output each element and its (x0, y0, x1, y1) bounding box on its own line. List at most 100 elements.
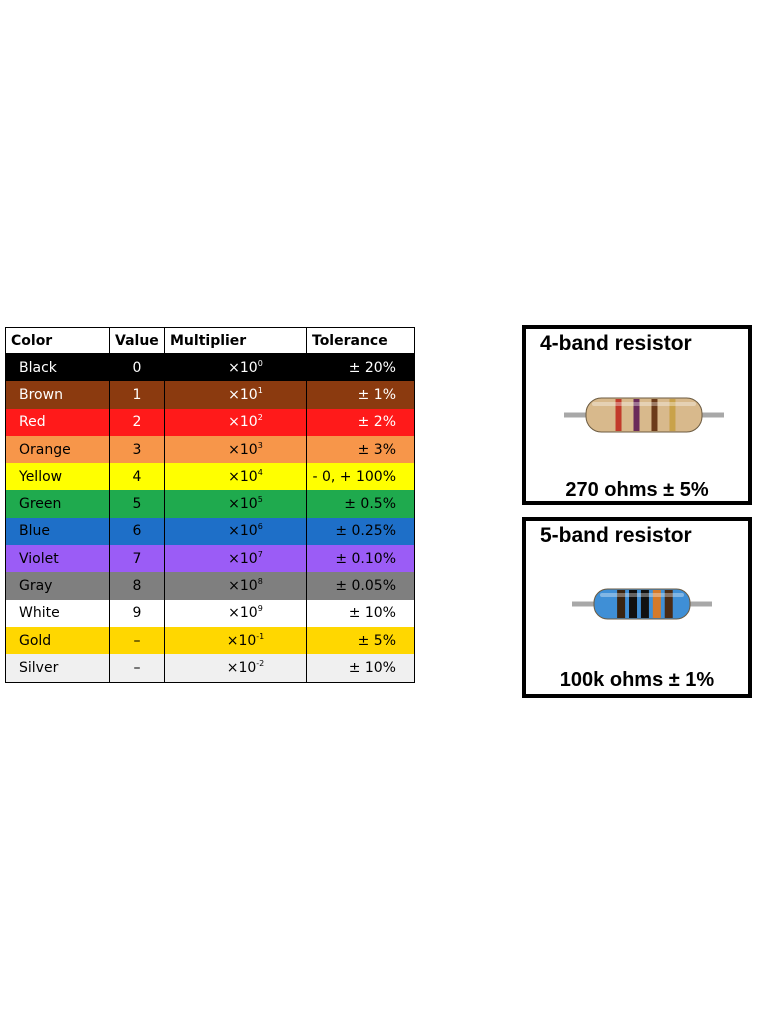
resistor-color-band (629, 590, 638, 618)
tolerance-cell: ± 20% (306, 353, 415, 382)
multiplier-cell: ×100 (164, 353, 307, 382)
multiplier-exponent: 0 (257, 358, 263, 368)
multiplier-base: ×10 (228, 359, 258, 376)
tolerance-cell: ± 0.5% (306, 490, 415, 518)
multiplier-cell: ×108 (164, 572, 307, 600)
multiplier-exponent: -1 (256, 631, 265, 641)
column-header-tolerance: Tolerance (306, 327, 415, 354)
resistor-color-band (633, 399, 640, 431)
table-body: Black 0 ×100 ± 20% Brown 1 ×101 ± 1% Red 2 ×102 ± 2… (5, 353, 415, 683)
resistor-image-5band (572, 588, 712, 620)
multiplier-base: ×10 (226, 659, 257, 676)
color-name-cell: Blue (5, 517, 110, 546)
multiplier-exponent: 3 (257, 440, 263, 450)
color-name-cell: Brown (5, 381, 110, 409)
color-name-cell: Red (5, 408, 110, 436)
color-name-cell: Gray (5, 572, 110, 600)
color-name-cell: Silver (5, 654, 110, 683)
tolerance-cell: ± 1% (306, 381, 415, 409)
digit-value-cell: 8 (109, 572, 165, 600)
multiplier-exponent: 4 (257, 467, 263, 477)
panel-title: 5-band resistor (540, 524, 692, 547)
multiplier-base: ×10 (228, 550, 258, 567)
digit-value-cell: 4 (109, 463, 165, 491)
color-name-cell: Gold (5, 626, 110, 655)
multiplier-base: ×10 (228, 523, 258, 540)
multiplier-cell: ×106 (164, 517, 307, 546)
digit-value-cell: 0 (109, 353, 165, 382)
resistor-value-label: 270 ohms ± 5% (565, 479, 709, 501)
color-name-cell: Yellow (5, 463, 110, 491)
tolerance-cell: ± 10% (306, 599, 415, 627)
table-row: Brown 1 ×101 ± 1% (5, 381, 415, 409)
multiplier-cell: ×10-2 (164, 654, 307, 683)
color-name-cell: Violet (5, 545, 110, 573)
table-row: White 9 ×109 ± 10% (5, 599, 415, 627)
multiplier-exponent: 9 (257, 604, 263, 614)
digit-value-cell: 9 (109, 599, 165, 627)
column-header-multiplier: Multiplier (164, 327, 307, 354)
tolerance-cell: ± 2% (306, 408, 415, 436)
multiplier-exponent: 8 (257, 577, 263, 587)
multiplier-base: ×10 (226, 632, 257, 649)
resistor-color-band (640, 590, 649, 618)
multiplier-cell: ×102 (164, 408, 307, 436)
multiplier-cell: ×103 (164, 435, 307, 464)
resistor-color-band (617, 590, 626, 618)
table-row: Violet 7 ×107 ± 0.10% (5, 545, 415, 573)
multiplier-cell: ×10-1 (164, 626, 307, 655)
four-band-resistor-panel: 4-band resistor 270 ohms ± 5% (522, 325, 752, 505)
resistor-color-band (651, 399, 658, 431)
color-name-cell: Black (5, 353, 110, 382)
multiplier-exponent: 6 (257, 522, 263, 532)
multiplier-base: ×10 (228, 441, 258, 458)
multiplier-cell: ×109 (164, 599, 307, 627)
digit-value-cell: 5 (109, 490, 165, 518)
digit-value-cell: 1 (109, 381, 165, 409)
resistor-color-band (652, 590, 661, 618)
multiplier-base: ×10 (228, 496, 258, 513)
five-band-resistor-panel: 5-band resistor 100k ohms ± 1% (522, 517, 752, 698)
table-row: Gray 8 ×108 ± 0.05% (5, 572, 415, 600)
table-row: Green 5 ×105 ± 0.5% (5, 490, 415, 518)
multiplier-base: ×10 (228, 468, 258, 485)
color-name-cell: Green (5, 490, 110, 518)
resistor-value-label: 100k ohms ± 1% (559, 669, 715, 691)
table-row: Blue 6 ×106 ± 0.25% (5, 517, 415, 546)
digit-value-cell: 7 (109, 545, 165, 573)
resistor-highlight (592, 402, 696, 406)
multiplier-cell: ×105 (164, 490, 307, 518)
digit-value-cell: – (109, 654, 165, 683)
multiplier-cell: ×107 (164, 545, 307, 573)
tolerance-cell: ± 5% (306, 626, 415, 655)
tolerance-cell: ± 0.25% (306, 517, 415, 546)
color-name-cell: Orange (5, 435, 110, 464)
multiplier-cell: ×104 (164, 463, 307, 491)
multiplier-exponent: -2 (256, 658, 265, 668)
resistor-highlight (600, 593, 684, 597)
table-row: Red 2 ×102 ± 2% (5, 408, 415, 436)
multiplier-cell: ×101 (164, 381, 307, 409)
table-row: Yellow 4 ×104- 0, + 100% (5, 463, 415, 491)
tolerance-cell: ± 10% (306, 654, 415, 683)
resistor-image-4band (564, 397, 724, 433)
multiplier-base: ×10 (228, 414, 258, 431)
column-header-value: Value (109, 327, 165, 354)
multiplier-base: ×10 (228, 386, 258, 403)
tolerance-cell: ± 3% (306, 435, 415, 464)
digit-value-cell: 2 (109, 408, 165, 436)
color-name-cell: White (5, 599, 110, 627)
panel-title: 4-band resistor (540, 332, 692, 355)
color-code-table: Color Value Multiplier Tolerance Black 0 ×… (5, 327, 415, 683)
multiplier-base: ×10 (228, 605, 258, 622)
tolerance-cell: ± 0.10% (306, 545, 415, 573)
resistor-color-band (669, 399, 676, 431)
tolerance-cell: - 0, + 100% (306, 463, 415, 491)
table-row: Gold – ×10-1 ± 5% (5, 626, 415, 655)
multiplier-base: ×10 (228, 578, 258, 595)
digit-value-cell: 3 (109, 435, 165, 464)
multiplier-exponent: 2 (257, 413, 263, 423)
digit-value-cell: – (109, 626, 165, 655)
multiplier-exponent: 5 (257, 495, 263, 505)
table-row: Orange 3 ×103 ± 3% (5, 435, 415, 464)
